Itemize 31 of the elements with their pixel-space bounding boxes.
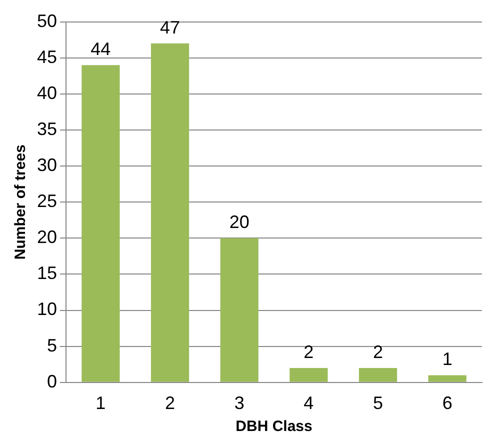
x-tick-label: 6 — [442, 393, 452, 414]
data-label: 20 — [229, 212, 250, 232]
x-tick-label: 5 — [373, 393, 384, 414]
bar — [82, 65, 120, 382]
x-axis-title: DBH Class — [236, 418, 312, 436]
bar — [220, 238, 258, 382]
y-axis-title: Number of trees — [12, 144, 30, 260]
data-label: 47 — [160, 17, 180, 38]
bar — [358, 368, 398, 382]
y-tick-label: 50 — [36, 10, 58, 31]
y-tick-label: 45 — [36, 46, 58, 67]
y-tick-label: 5 — [47, 335, 58, 356]
y-tick-label: 35 — [36, 118, 58, 139]
y-tick-label: 40 — [36, 82, 58, 103]
y-tick-label: 30 — [36, 155, 58, 176]
data-label: 2 — [304, 342, 314, 362]
x-tick-label: 2 — [165, 393, 176, 414]
bar — [290, 368, 328, 382]
x-tick-label: 4 — [304, 393, 314, 414]
data-label: 2 — [373, 342, 384, 362]
y-tick-label: 20 — [36, 227, 58, 248]
y-tick-label: 0 — [47, 371, 58, 392]
y-tick-label: 15 — [36, 263, 58, 284]
bar — [150, 43, 190, 382]
data-label: 1 — [442, 349, 452, 370]
data-label: 44 — [90, 39, 111, 60]
x-tick-label: 3 — [234, 393, 244, 414]
bar — [428, 375, 466, 382]
y-tick-label: 25 — [36, 191, 58, 212]
x-tick-label: 1 — [96, 393, 106, 414]
y-tick-label: 10 — [36, 299, 58, 320]
